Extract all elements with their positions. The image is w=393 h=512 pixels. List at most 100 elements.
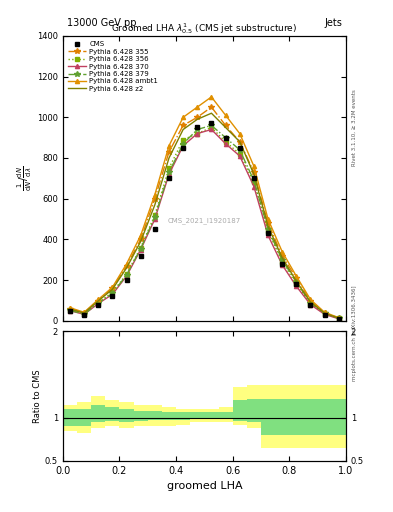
Pythia 6.428 355 (322, 310, 327, 316)
Pythia 6.428 370 (322, 311, 327, 317)
Pythia 6.428 355 (336, 315, 341, 321)
CMS (138, 252, 143, 259)
Pythia 6.428 356 (110, 289, 115, 295)
Pythia 6.428 370 (266, 232, 270, 239)
Pythia 6.428 z2 (124, 265, 129, 271)
Pythia 6.428 356 (266, 228, 270, 234)
CMS (110, 293, 115, 300)
Pythia 6.428 355 (124, 263, 129, 269)
Text: mcplots.cern.ch [arXiv:1306.3436]: mcplots.cern.ch [arXiv:1306.3436] (352, 285, 357, 380)
Pythia 6.428 370 (82, 311, 86, 317)
Pythia 6.428 z2 (138, 239, 143, 245)
Pythia 6.428 z2 (96, 298, 101, 304)
Pythia 6.428 356 (96, 300, 101, 306)
Pythia 6.428 370 (152, 216, 157, 222)
CMS (167, 175, 171, 181)
Pythia 6.428 379 (68, 307, 72, 313)
Pythia 6.428 379 (82, 311, 86, 317)
Pythia 6.428 356 (223, 139, 228, 145)
Pythia 6.428 356 (68, 307, 72, 313)
Pythia 6.428 370 (223, 141, 228, 147)
Pythia 6.428 ambt1 (181, 114, 185, 120)
Pythia 6.428 355 (152, 196, 157, 202)
CMS (294, 281, 299, 287)
Pythia 6.428 379 (336, 315, 341, 322)
Line: Pythia 6.428 355: Pythia 6.428 355 (67, 104, 342, 321)
CMS (209, 120, 214, 126)
Pythia 6.428 355 (294, 275, 299, 281)
Line: Pythia 6.428 370: Pythia 6.428 370 (68, 127, 341, 321)
Pythia 6.428 ambt1 (336, 314, 341, 321)
Pythia 6.428 370 (336, 316, 341, 322)
Pythia 6.428 ambt1 (138, 232, 143, 239)
Pythia 6.428 z2 (223, 124, 228, 131)
Pythia 6.428 379 (152, 214, 157, 220)
Pythia 6.428 z2 (110, 286, 115, 292)
Pythia 6.428 z2 (195, 116, 200, 122)
CMS (322, 312, 327, 318)
Pythia 6.428 z2 (308, 299, 313, 305)
Line: CMS: CMS (68, 121, 341, 321)
Pythia 6.428 356 (252, 179, 256, 185)
Y-axis label: Ratio to CMS: Ratio to CMS (33, 369, 42, 423)
Pythia 6.428 ambt1 (308, 296, 313, 303)
Pythia 6.428 379 (110, 290, 115, 296)
Pythia 6.428 z2 (82, 310, 86, 316)
Pythia 6.428 355 (96, 297, 101, 304)
Pythia 6.428 356 (195, 131, 200, 137)
CMS (152, 226, 157, 232)
Pythia 6.428 356 (209, 124, 214, 131)
CMS (280, 261, 285, 267)
Pythia 6.428 370 (308, 302, 313, 308)
Legend: CMS, Pythia 6.428 355, Pythia 6.428 356, Pythia 6.428 370, Pythia 6.428 379, Pyt: CMS, Pythia 6.428 355, Pythia 6.428 356,… (66, 39, 160, 94)
Pythia 6.428 370 (138, 247, 143, 253)
Pythia 6.428 ambt1 (68, 305, 72, 311)
Pythia 6.428 z2 (280, 254, 285, 261)
CMS (96, 302, 101, 308)
Pythia 6.428 ambt1 (152, 191, 157, 198)
Pythia 6.428 355 (110, 285, 115, 291)
Line: Pythia 6.428 ambt1: Pythia 6.428 ambt1 (68, 95, 341, 319)
Pythia 6.428 379 (280, 257, 285, 263)
Y-axis label: $\frac{1}{\mathrm{d}N} / \frac{\mathrm{d}N}{\mathrm{d}\lambda}$: $\frac{1}{\mathrm{d}N} / \frac{\mathrm{d… (16, 166, 34, 191)
Pythia 6.428 379 (167, 169, 171, 175)
CMS (124, 277, 129, 283)
Pythia 6.428 ambt1 (96, 296, 101, 303)
CMS (68, 308, 72, 314)
Pythia 6.428 356 (308, 301, 313, 307)
Pythia 6.428 370 (209, 126, 214, 133)
Pythia 6.428 z2 (152, 202, 157, 208)
Pythia 6.428 370 (96, 301, 101, 307)
Pythia 6.428 379 (96, 300, 101, 306)
Pythia 6.428 379 (308, 300, 313, 306)
Pythia 6.428 356 (294, 281, 299, 287)
Pythia 6.428 355 (195, 114, 200, 120)
Text: Jets: Jets (324, 18, 342, 28)
Pythia 6.428 379 (124, 272, 129, 278)
Line: Pythia 6.428 356: Pythia 6.428 356 (68, 125, 341, 321)
Text: 13000 GeV pp: 13000 GeV pp (67, 18, 136, 28)
Pythia 6.428 z2 (336, 315, 341, 322)
CMS (237, 145, 242, 151)
Line: Pythia 6.428 z2: Pythia 6.428 z2 (70, 113, 339, 318)
Pythia 6.428 356 (167, 165, 171, 171)
Pythia 6.428 356 (138, 245, 143, 251)
Text: CMS_2021_I1920187: CMS_2021_I1920187 (168, 218, 241, 224)
Pythia 6.428 370 (181, 143, 185, 149)
Line: Pythia 6.428 379: Pythia 6.428 379 (67, 123, 342, 321)
Pythia 6.428 z2 (68, 306, 72, 312)
Pythia 6.428 356 (280, 259, 285, 265)
Pythia 6.428 379 (266, 226, 270, 232)
Pythia 6.428 370 (195, 131, 200, 137)
Pythia 6.428 355 (181, 122, 185, 129)
Pythia 6.428 z2 (181, 126, 185, 133)
X-axis label: groomed LHA: groomed LHA (167, 481, 242, 491)
Pythia 6.428 z2 (209, 110, 214, 116)
Pythia 6.428 355 (308, 297, 313, 304)
Pythia 6.428 379 (237, 147, 242, 153)
Pythia 6.428 ambt1 (167, 143, 171, 149)
Pythia 6.428 370 (280, 262, 285, 268)
Pythia 6.428 355 (167, 149, 171, 155)
Pythia 6.428 ambt1 (110, 284, 115, 290)
Pythia 6.428 ambt1 (195, 104, 200, 110)
